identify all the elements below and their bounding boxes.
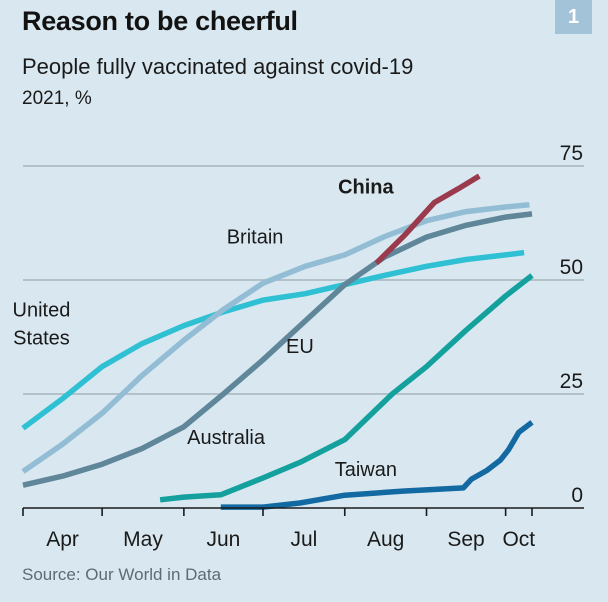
series-lines (21, 173, 534, 510)
chart-subtitle: People fully vaccinated against covid-19 (22, 54, 414, 79)
x-tick-label-aug: Aug (367, 528, 404, 551)
x-tick-label-may: May (123, 528, 163, 551)
chart-number-badge: 1 (555, 0, 592, 34)
series-line-eu (22, 211, 533, 488)
series-label-united-states: States (13, 327, 70, 349)
x-tick-label-jul: Jul (290, 528, 317, 551)
series-label-eu: EU (286, 336, 314, 358)
x-tick-label-sep: Sep (447, 528, 484, 551)
chart-units: 2021, % (22, 88, 92, 109)
series-line-united-states (21, 249, 525, 431)
series-line-australia (159, 273, 534, 503)
y-tick-label-0: 0 (571, 484, 583, 507)
y-axis-labels: 0 25 50 75 (560, 142, 583, 507)
series-line-china (374, 173, 481, 266)
x-tick-label-apr: Apr (46, 528, 79, 551)
x-tick-label-jun: Jun (207, 528, 241, 551)
gridlines (23, 165, 584, 395)
x-axis: Apr May Jun Jul Aug Sep Oct (22, 507, 584, 551)
series-line-britain (21, 202, 530, 474)
x-tick-label-oct: Oct (502, 528, 535, 551)
series-label-united-states: United (13, 299, 71, 321)
series-label-china: China (338, 176, 394, 198)
source-note: Source: Our World in Data (22, 565, 222, 584)
y-tick-label-50: 50 (560, 256, 583, 279)
y-tick-label-25: 25 (560, 370, 583, 393)
series-label-britain: Britain (227, 227, 284, 249)
series-label-australia: Australia (187, 427, 266, 449)
series-labels: United States Britain EU China Australia Taiwa… (13, 176, 397, 481)
series-label-taiwan: Taiwan (335, 459, 397, 481)
series-line-taiwan (220, 420, 534, 510)
y-tick-label-75: 75 (560, 142, 583, 165)
chart-title: Reason to be cheerful (22, 6, 298, 36)
